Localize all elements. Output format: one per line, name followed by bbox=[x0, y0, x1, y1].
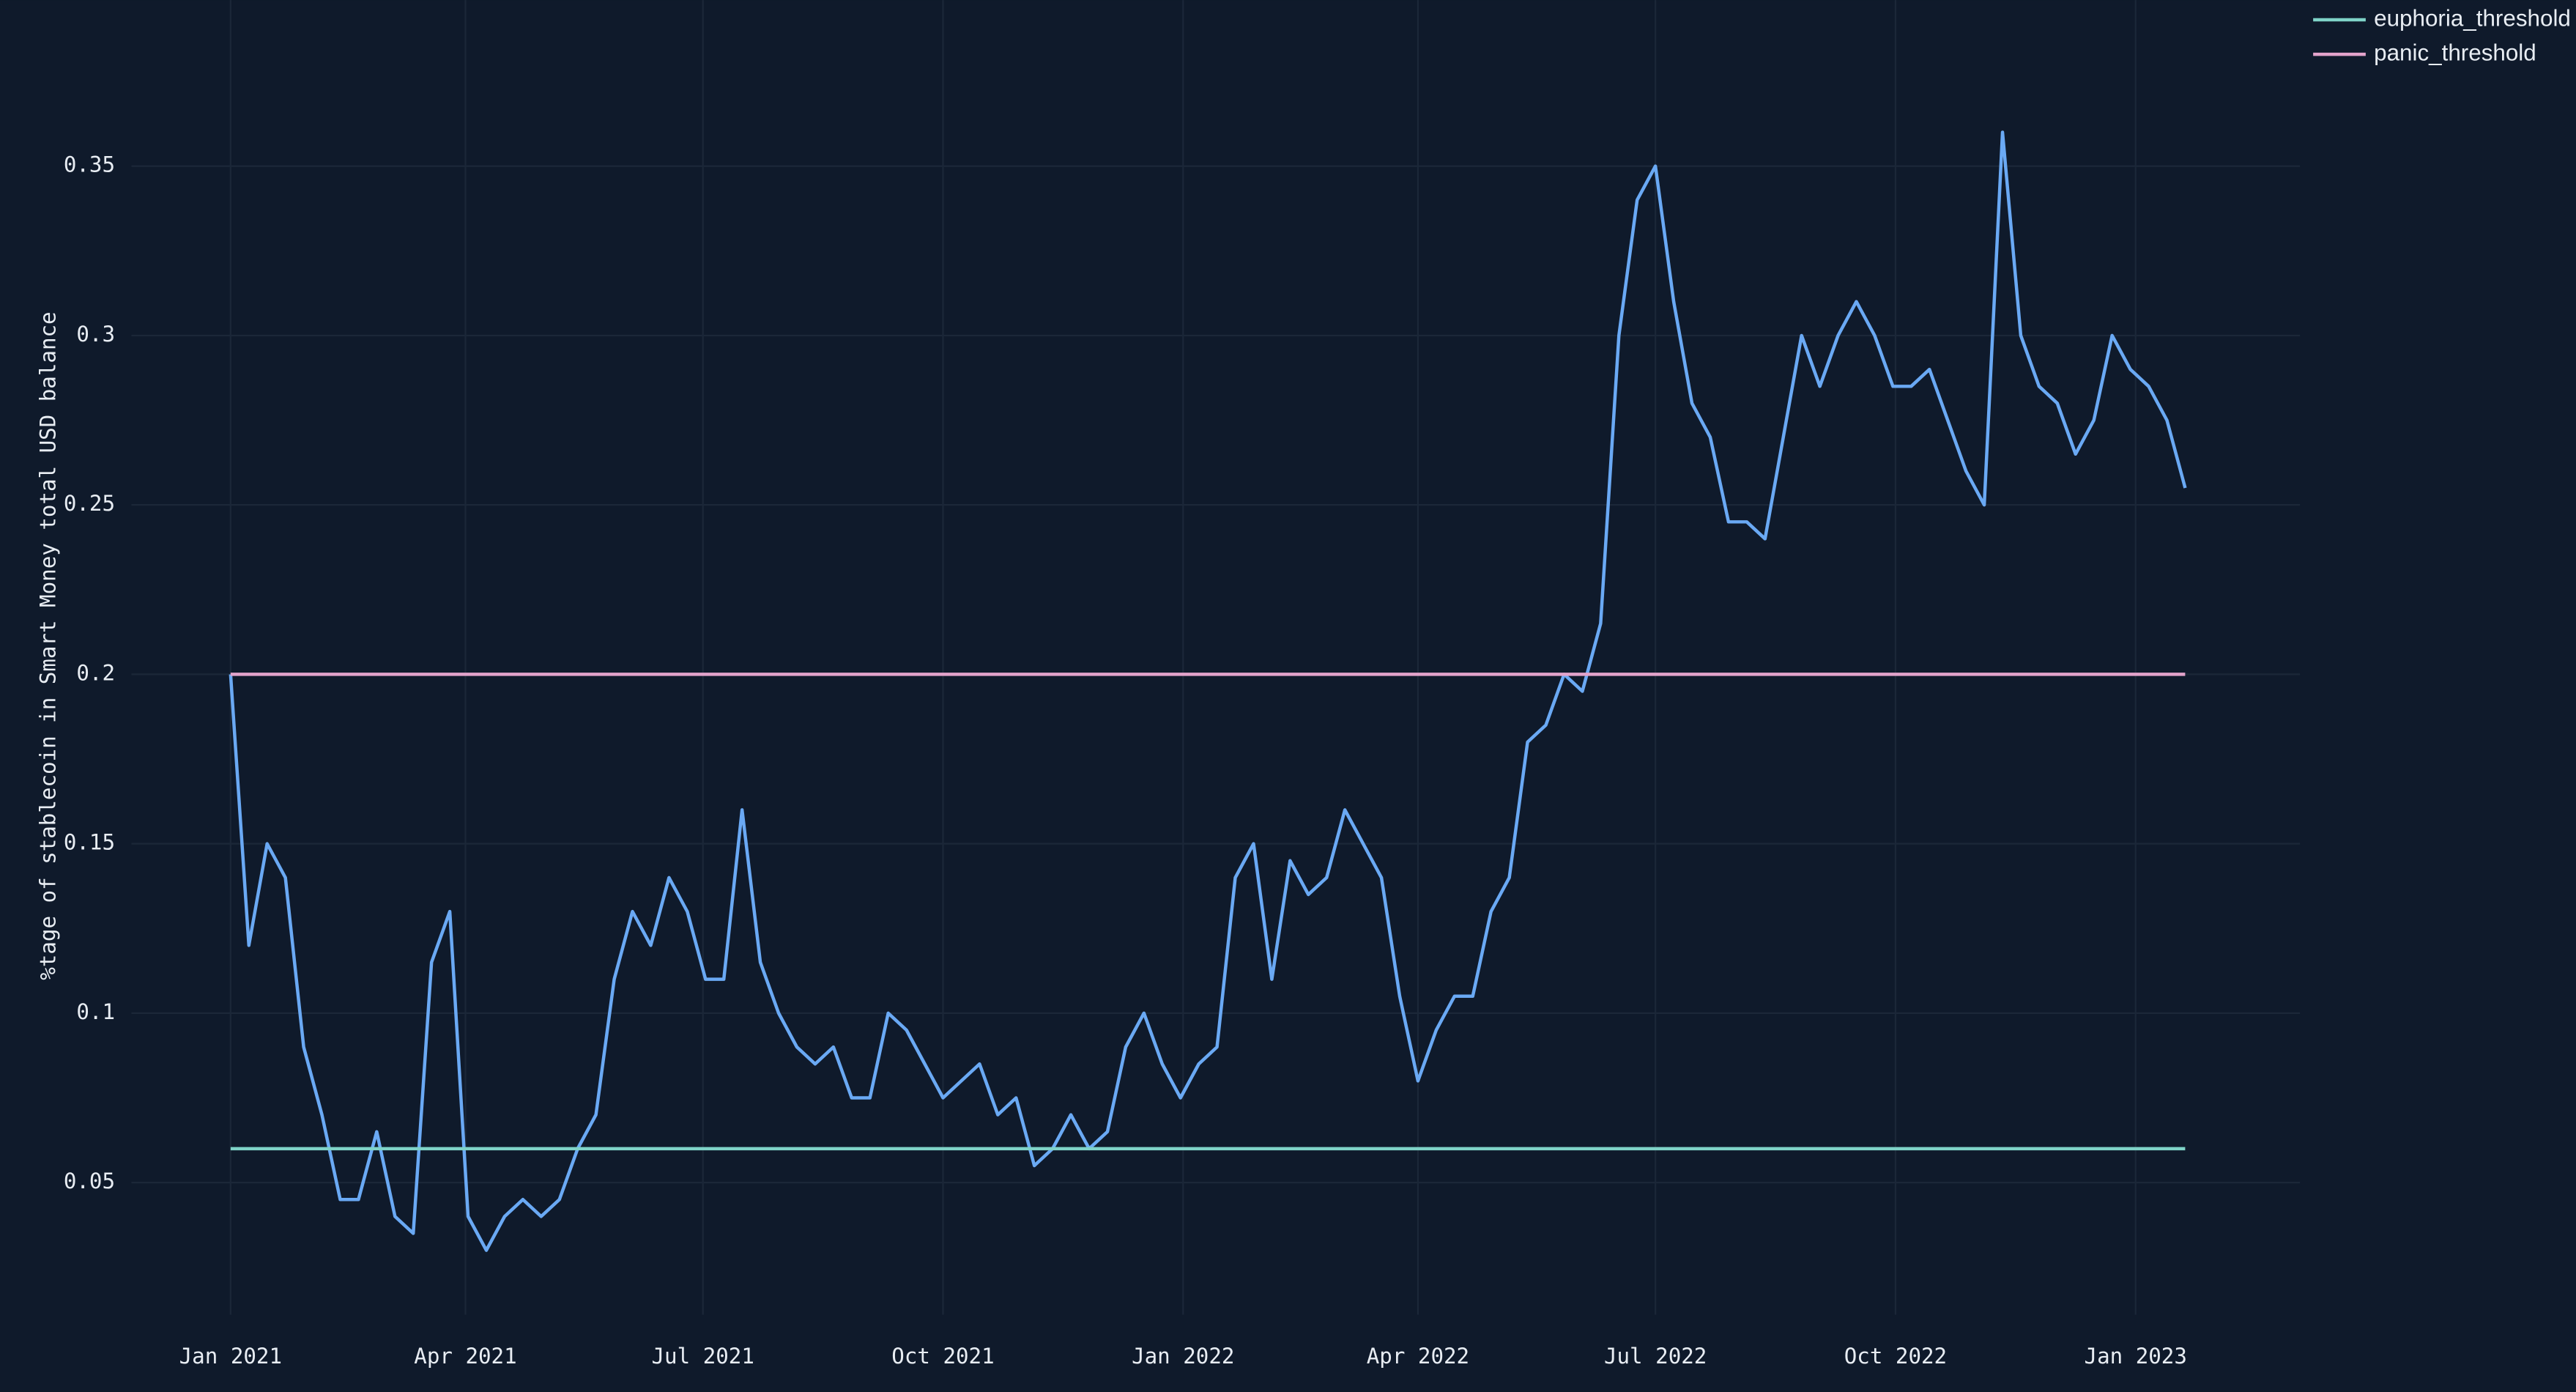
y-tick-label: 0.3 bbox=[76, 322, 115, 347]
x-tick-label: Jan 2023 bbox=[2085, 1344, 2187, 1369]
x-tick-label: Apr 2021 bbox=[414, 1344, 516, 1369]
x-tick-label: Oct 2021 bbox=[891, 1344, 994, 1369]
y-tick-label: 0.05 bbox=[64, 1169, 115, 1193]
legend-entry: panic_threshold bbox=[2374, 40, 2536, 65]
line-series bbox=[229, 130, 2187, 1252]
x-tick-label: Oct 2022 bbox=[1844, 1344, 1947, 1369]
y-tick-label: 0.1 bbox=[76, 999, 115, 1024]
x-tick-label: Jul 2021 bbox=[652, 1344, 754, 1369]
y-tick-label: 0.35 bbox=[64, 152, 115, 177]
y-axis-label: %tage of stablecoin in Smart Money total… bbox=[35, 311, 60, 980]
legend-entry: euphoria_threshold bbox=[2374, 5, 2571, 31]
y-tick-label: 0.2 bbox=[76, 660, 115, 685]
x-tick-label: Jul 2022 bbox=[1604, 1344, 1707, 1369]
x-tick-label: Jan 2022 bbox=[1132, 1344, 1234, 1369]
x-tick-label: Jan 2021 bbox=[179, 1344, 282, 1369]
y-tick-label: 0.25 bbox=[64, 491, 115, 516]
y-tick-label: 0.15 bbox=[64, 830, 115, 855]
x-tick-label: Apr 2022 bbox=[1367, 1344, 1469, 1369]
